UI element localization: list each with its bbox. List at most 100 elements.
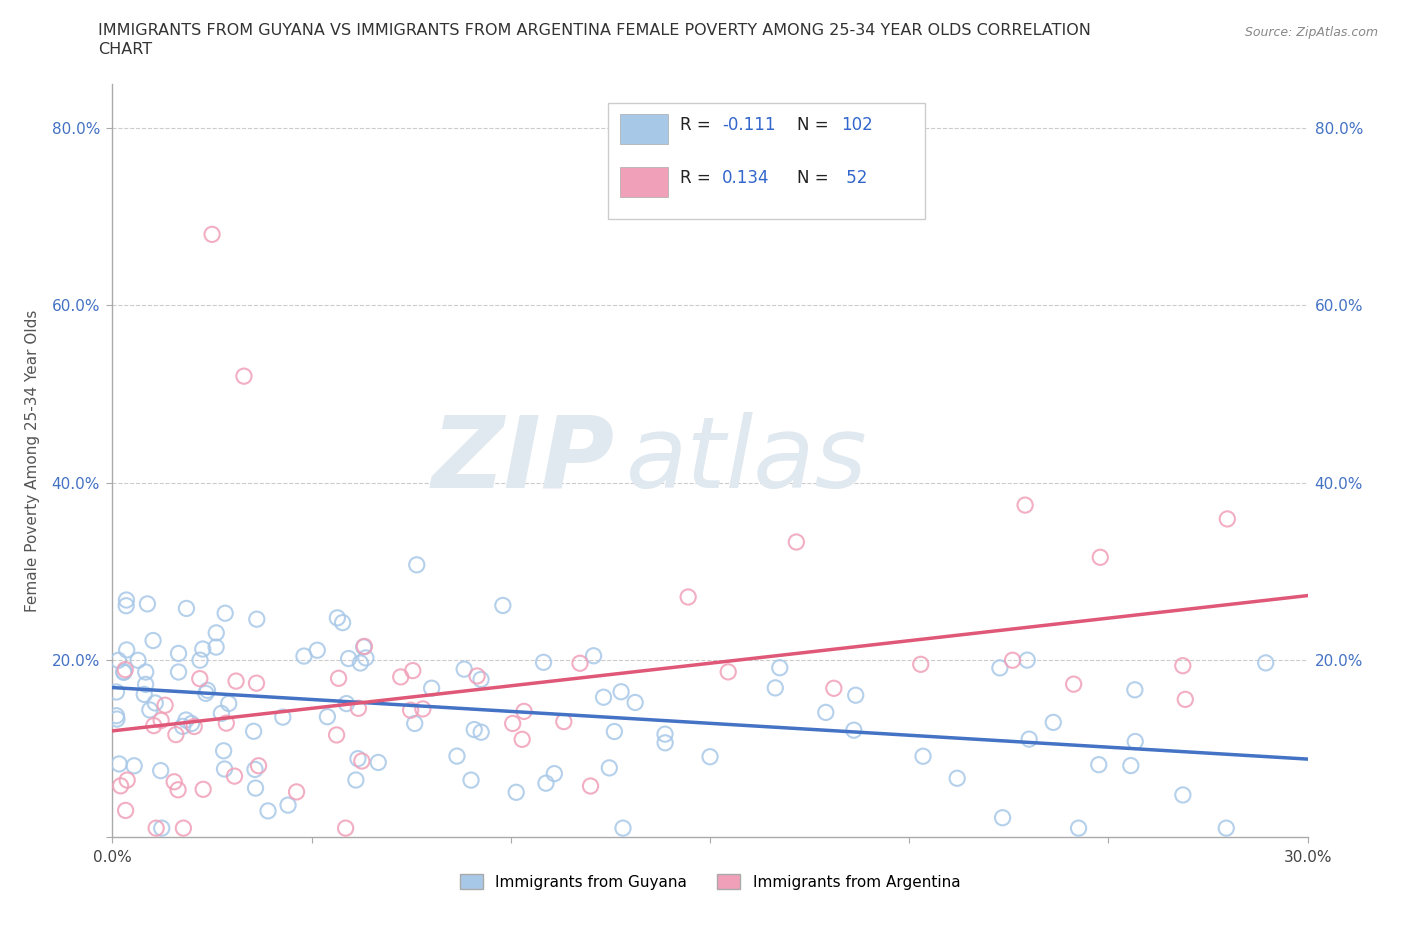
Point <box>1087 757 1109 772</box>
Point <box>610 684 633 699</box>
Text: -0.111: -0.111 <box>723 116 776 134</box>
Point <box>212 743 235 758</box>
Text: R =: R = <box>681 169 716 187</box>
Point <box>823 681 845 696</box>
Point <box>180 716 202 731</box>
Point <box>534 776 557 790</box>
Point <box>246 612 269 627</box>
Text: atlas: atlas <box>627 412 868 509</box>
Point <box>105 711 128 726</box>
Point <box>245 780 267 795</box>
Point <box>513 704 536 719</box>
Point <box>105 709 128 724</box>
Point <box>402 663 425 678</box>
Point <box>201 227 224 242</box>
Point <box>453 661 475 676</box>
Point <box>1014 498 1036 512</box>
Text: 0.134: 0.134 <box>723 169 769 187</box>
Point <box>245 676 267 691</box>
Point <box>191 642 214 657</box>
Point <box>174 712 197 727</box>
Point <box>197 683 219 698</box>
Point <box>470 724 492 739</box>
Point <box>1042 715 1064 730</box>
Point <box>1090 550 1112 565</box>
Point <box>114 662 136 677</box>
Point <box>139 702 162 717</box>
Point <box>344 773 367 788</box>
Point <box>163 775 186 790</box>
Bar <box>620 113 668 144</box>
Point <box>612 820 634 835</box>
Text: IMMIGRANTS FROM GUYANA VS IMMIGRANTS FROM ARGENTINA FEMALE POVERTY AMONG 25-34 Y: IMMIGRANTS FROM GUYANA VS IMMIGRANTS FRO… <box>98 23 1091 38</box>
Point <box>188 671 211 686</box>
Point <box>271 710 294 724</box>
Point <box>112 665 135 680</box>
Point <box>149 764 172 778</box>
Point <box>209 706 232 721</box>
Point <box>769 660 792 675</box>
Text: 102: 102 <box>842 116 873 134</box>
Text: N =: N = <box>797 169 834 187</box>
Point <box>225 673 247 688</box>
Point <box>463 722 485 737</box>
Point <box>910 657 932 671</box>
Point <box>292 648 315 663</box>
Point <box>988 660 1011 675</box>
Point <box>676 590 699 604</box>
Point <box>247 758 270 773</box>
Bar <box>620 166 668 197</box>
Point <box>233 368 256 383</box>
Point <box>335 697 357 711</box>
Point <box>214 605 236 620</box>
Point <box>354 650 377 665</box>
Point <box>105 684 128 699</box>
Point <box>257 804 280 818</box>
Point <box>307 643 329 658</box>
Point <box>699 750 721 764</box>
Point <box>205 626 228 641</box>
Point <box>347 751 370 766</box>
Point <box>194 686 217 701</box>
Point <box>603 724 626 739</box>
Point <box>115 643 138 658</box>
Point <box>316 710 339 724</box>
Point <box>543 766 565 781</box>
Point <box>353 640 375 655</box>
Point <box>785 535 807 550</box>
Point <box>145 820 167 835</box>
Point <box>205 640 228 655</box>
Point <box>1254 656 1277 671</box>
Point <box>654 726 676 741</box>
FancyBboxPatch shape <box>609 102 925 219</box>
Point <box>405 557 427 572</box>
Legend: Immigrants from Guyana, Immigrants from Argentina: Immigrants from Guyana, Immigrants from … <box>453 866 967 897</box>
Point <box>579 778 602 793</box>
Point <box>420 681 443 696</box>
Point <box>404 716 426 731</box>
Point <box>167 665 190 680</box>
Point <box>347 701 370 716</box>
Point <box>214 762 236 777</box>
Point <box>110 778 132 793</box>
Point <box>150 713 173 728</box>
Point <box>1171 788 1194 803</box>
Point <box>598 761 620 776</box>
Point <box>1123 734 1146 749</box>
Text: ZIP: ZIP <box>432 412 614 509</box>
Point <box>533 655 555 670</box>
Text: R =: R = <box>681 116 716 134</box>
Point <box>1123 683 1146 698</box>
Point <box>412 701 434 716</box>
Point <box>143 696 166 711</box>
Point <box>243 762 266 777</box>
Point <box>502 716 524 731</box>
Point <box>946 771 969 786</box>
Point <box>845 688 868 703</box>
Point <box>183 719 205 734</box>
Point <box>136 596 159 611</box>
Point <box>624 695 647 710</box>
Point <box>224 769 246 784</box>
Point <box>115 598 138 613</box>
Point <box>1119 758 1142 773</box>
